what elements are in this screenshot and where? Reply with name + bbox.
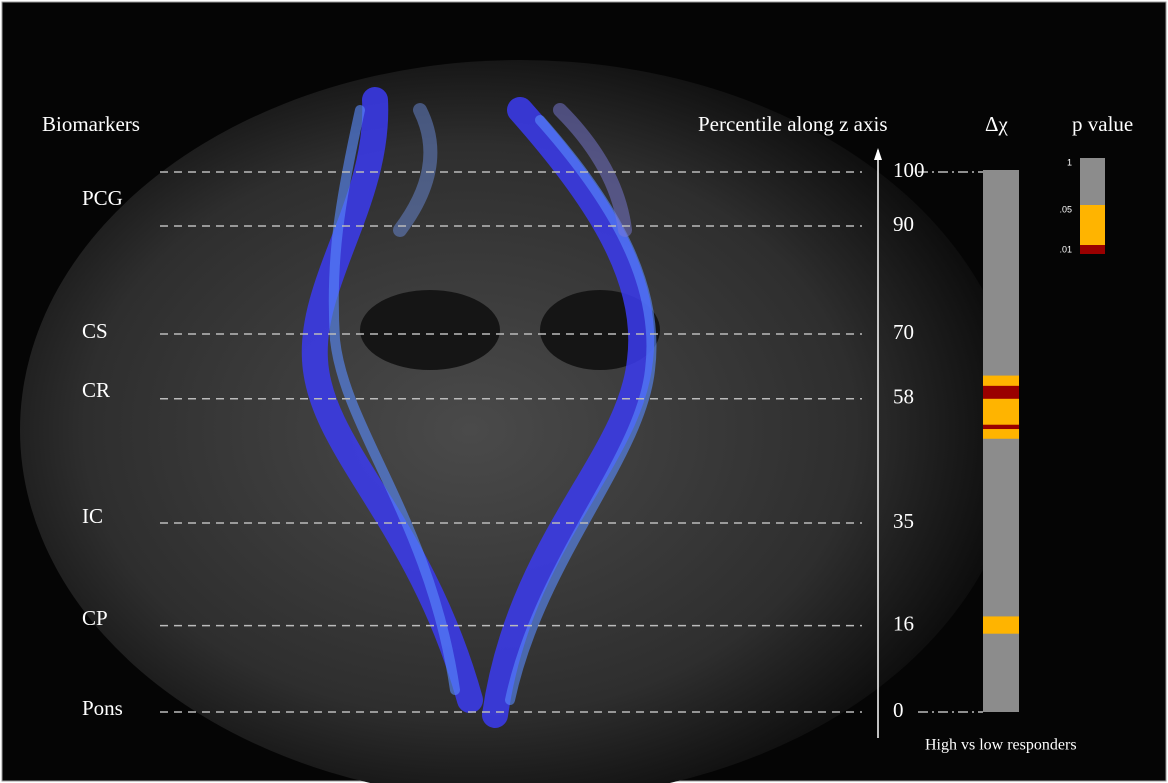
legend-label: .01 <box>1059 244 1072 254</box>
column-title: Biomarkers <box>42 112 140 136</box>
percentile-label: 70 <box>893 320 914 344</box>
footer: High vs low responders <box>925 737 1077 754</box>
legend-label: 1 <box>1067 157 1072 167</box>
significance-band <box>983 386 1019 399</box>
biomarker-label: IC <box>82 504 103 528</box>
biomarker-label: Pons <box>82 696 123 720</box>
significance-band <box>983 616 1019 633</box>
percentile-label: 100 <box>893 158 925 182</box>
percentile-label: 35 <box>893 509 914 533</box>
significance-band <box>983 376 1019 439</box>
biomarker-label: CP <box>82 606 108 630</box>
significance-band <box>983 425 1019 429</box>
legend-swatch <box>1080 245 1105 254</box>
axis-title: Percentile along z axis <box>698 112 888 136</box>
percentile-label: 16 <box>893 611 914 635</box>
legend-swatch <box>1080 158 1105 205</box>
percentile-label: 58 <box>893 385 914 409</box>
column-title: Δχ <box>985 112 1009 136</box>
figure: Biomarkers Percentile along z axis Δχ p … <box>0 0 1168 783</box>
legend-swatch <box>1080 205 1105 245</box>
percentile-label: 0 <box>893 698 904 722</box>
biomarker-label: CR <box>82 378 110 402</box>
legend-label: .05 <box>1059 204 1072 214</box>
ventricle <box>360 290 500 370</box>
biomarker-label: CS <box>82 319 108 343</box>
percentile-label: 90 <box>893 212 914 236</box>
legend-title: p value <box>1072 112 1133 136</box>
biomarker-label: PCG <box>82 186 123 210</box>
